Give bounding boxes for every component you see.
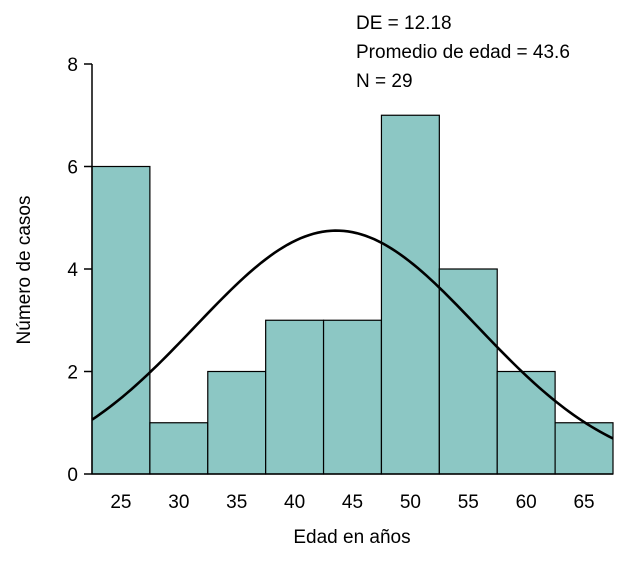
y-tick-label-6: 6 <box>67 158 78 179</box>
bar-45 <box>322 319 383 475</box>
histogram-bars <box>91 114 614 475</box>
y-tick-label-8: 8 <box>67 55 78 76</box>
bar-55 <box>438 268 498 475</box>
stat-line-2: N = 29 <box>356 71 413 92</box>
stat-line-1: Promedio de edad = 43.6 <box>356 42 570 63</box>
bar-35 <box>207 370 267 475</box>
bar-30 <box>149 422 209 475</box>
x-tick-label-35: 35 <box>226 492 247 513</box>
bar-60 <box>496 370 556 475</box>
bar-40 <box>265 319 325 475</box>
x-tick-label-30: 30 <box>168 492 189 513</box>
x-axis-ticks: 25 30 35 40 45 50 55 60 65 <box>110 492 594 513</box>
bar-50 <box>380 114 440 475</box>
x-tick-label-50: 50 <box>400 492 421 513</box>
x-axis-title: Edad en años <box>293 527 410 548</box>
x-tick-label-55: 55 <box>458 492 479 513</box>
y-axis-title: Número de casos <box>14 196 35 345</box>
y-tick-label-4: 4 <box>67 260 78 281</box>
x-tick-label-60: 60 <box>516 492 537 513</box>
bar-25 <box>91 165 151 475</box>
x-tick-label-45: 45 <box>342 492 363 513</box>
stats-annotation: DE = 12.18 Promedio de edad = 43.6 N = 29 <box>356 13 570 92</box>
y-axis-ticks: 0 2 4 6 8 <box>67 55 92 486</box>
bar-65 <box>554 422 614 475</box>
x-tick-label-65: 65 <box>573 492 594 513</box>
x-tick-label-25: 25 <box>110 492 131 513</box>
stat-line-0: DE = 12.18 <box>356 13 452 34</box>
normal-curve <box>91 229 614 440</box>
y-tick-label-2: 2 <box>67 363 78 384</box>
x-tick-label-40: 40 <box>284 492 305 513</box>
y-tick-label-0: 0 <box>67 465 78 486</box>
